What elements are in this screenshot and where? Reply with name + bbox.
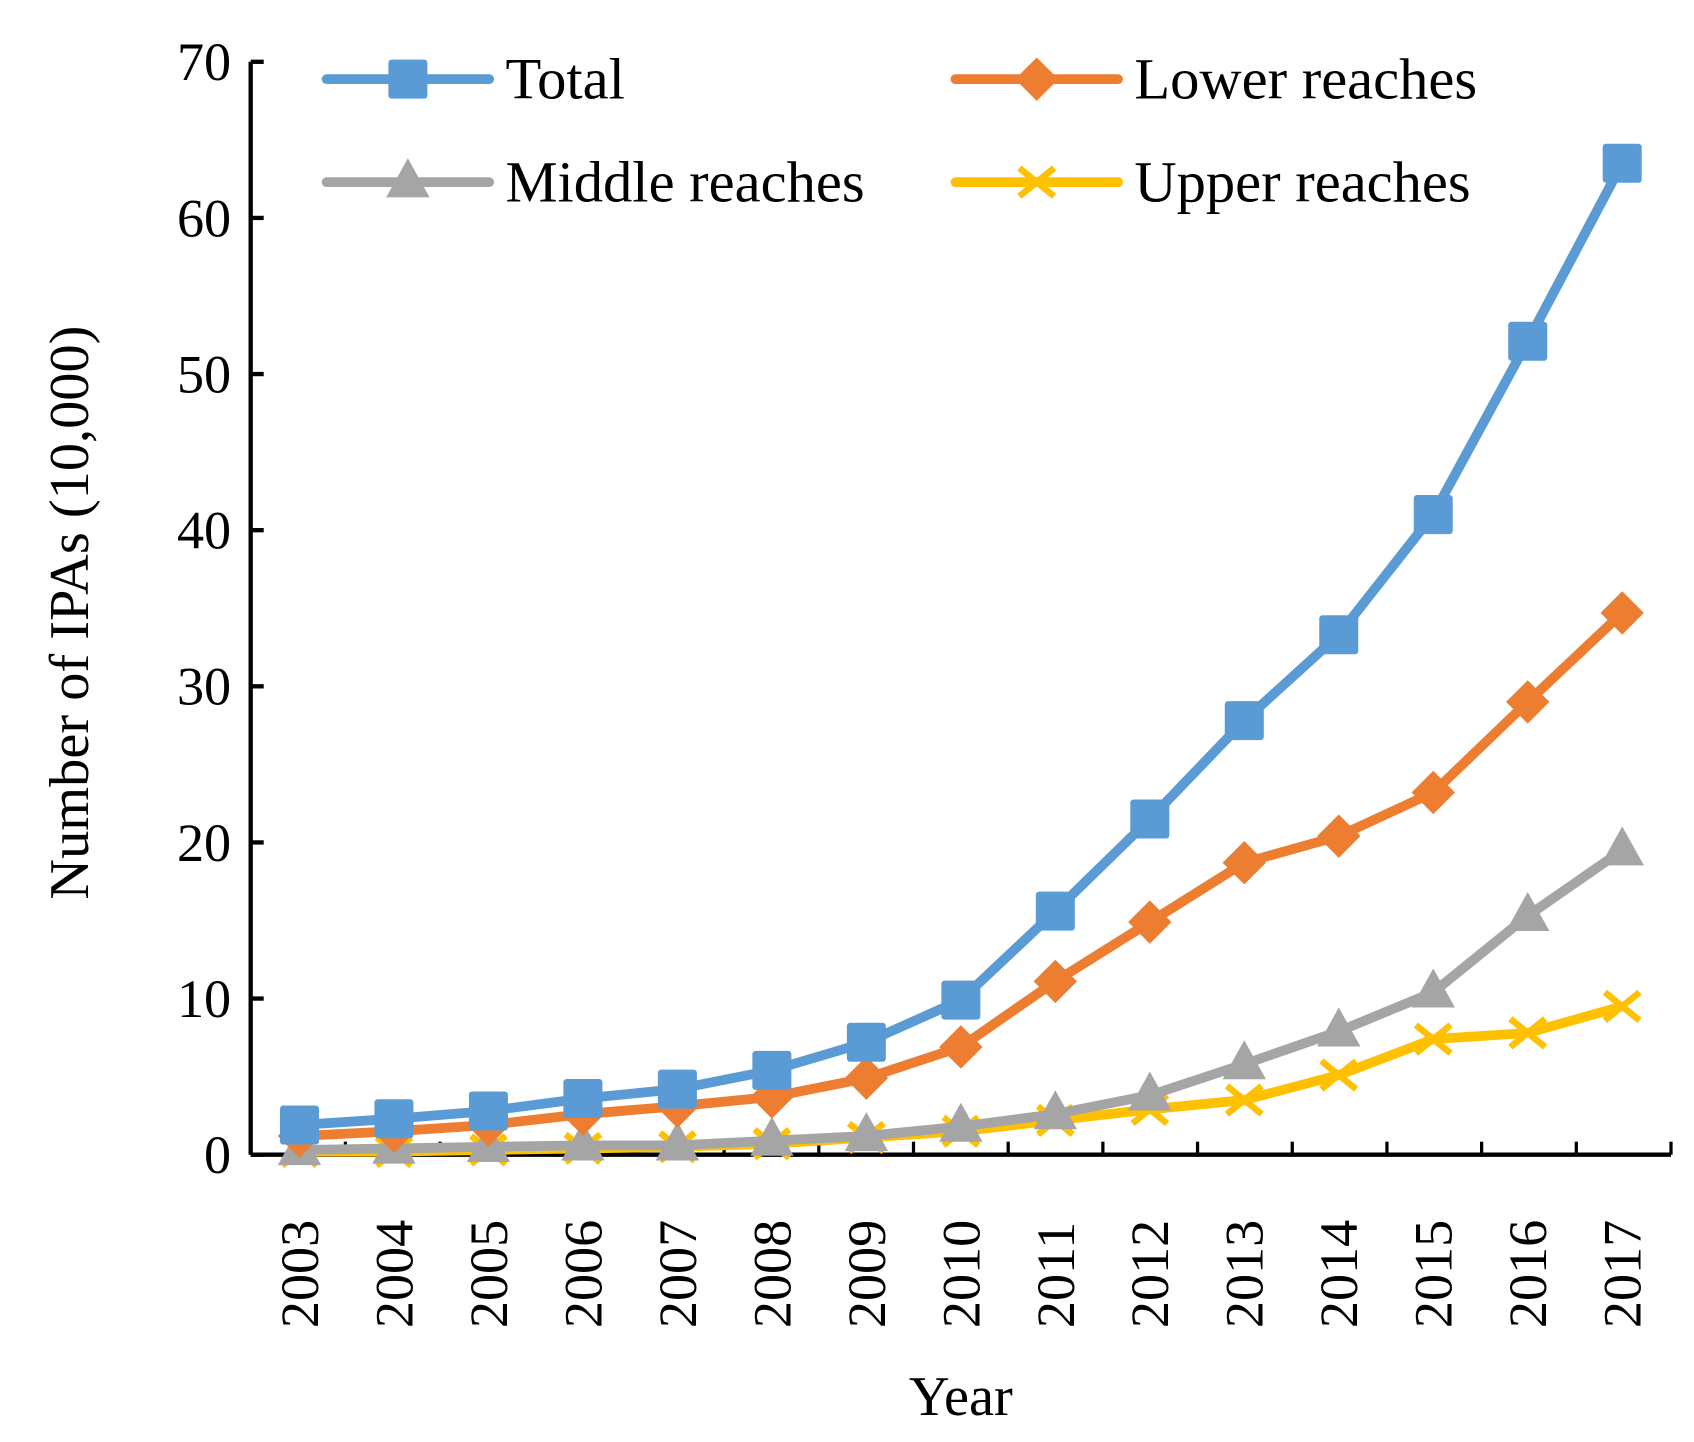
data-point-x [1413,1022,1453,1056]
data-point-square [388,59,428,99]
data-point-diamond [939,1025,983,1069]
data-point-x [1508,1016,1548,1050]
data-point-triangle [844,1112,889,1152]
x-tick-label: 2016 [1498,1220,1558,1328]
data-point-triangle [1033,1090,1078,1130]
x-tick-label: 2015 [1404,1220,1464,1328]
data-point-square [752,1050,792,1090]
data-point-triangle [939,1102,983,1142]
data-point-square [657,1069,697,1109]
x-tick-label: 2011 [1026,1222,1086,1328]
legend-item: Total [321,47,625,112]
y-tick-label: 20 [177,813,231,873]
y-tick-label: 0 [204,1125,231,1185]
series-layer [277,143,1644,1169]
data-point-square [374,1099,414,1139]
series-lower-reaches [277,591,1644,1158]
y-axis-title: Number of IPAs (10,000) [39,326,101,900]
data-point-square [1130,799,1170,839]
legend-label: Total [505,47,624,112]
y-tick-label: 60 [177,188,231,248]
x-tick-label: 2003 [270,1220,330,1328]
x-tick-label: 2006 [553,1220,613,1328]
x-tick-label: 2010 [931,1220,991,1328]
data-point-square [941,980,981,1020]
data-point-triangle [750,1116,794,1156]
y-tick-label: 40 [177,501,231,561]
legend-label: Lower reaches [1134,47,1477,112]
data-point-square [1413,495,1453,535]
data-point-triangle [1222,1040,1266,1080]
x-tick-label: 2014 [1309,1220,1369,1328]
x-tick-label: 2007 [648,1220,708,1328]
data-point-triangle [655,1121,700,1161]
y-tick-label: 30 [177,657,231,717]
x-tick-label: 2012 [1120,1220,1180,1328]
data-point-diamond [1317,814,1361,858]
data-point-triangle [1600,826,1644,866]
data-point-x [1319,1058,1359,1092]
legend-label: Upper reaches [1134,150,1470,215]
legend-item: Lower reaches [950,47,1477,112]
data-point-square [563,1078,603,1118]
data-point-triangle [1317,1007,1361,1047]
data-point-x [1017,165,1057,199]
data-point-square [1224,701,1264,741]
x-tick-label: 2009 [837,1220,897,1328]
x-tick-label: 2013 [1215,1220,1275,1328]
data-point-x [1602,989,1642,1023]
data-point-square [1319,615,1359,655]
y-tick-label: 50 [177,344,231,404]
data-point-triangle [1506,891,1550,931]
y-tick-label: 10 [177,969,231,1029]
data-point-x [1224,1083,1264,1117]
data-point-square [1035,891,1075,931]
data-point-square [279,1105,319,1145]
data-point-square [1602,143,1642,183]
x-tick-label: 2004 [364,1220,424,1328]
data-point-diamond [1015,57,1059,101]
data-point-square [1508,321,1548,361]
x-tick-label: 2008 [742,1220,802,1328]
data-point-triangle [1128,1071,1172,1111]
x-tick-label: 2017 [1593,1220,1653,1328]
data-point-square [846,1022,886,1062]
axes: 0 10 20 30 40 50 60 70 2003 2004 2005 2006 2007 2008 2… [177,32,1673,1328]
data-point-diamond [1128,900,1172,944]
legend-label: Middle reaches [505,150,864,215]
legend-item: Upper reaches [950,150,1471,215]
data-point-square [468,1091,508,1131]
x-axis-title: Year [909,1366,1013,1428]
legend: Total Lower reaches Middle reaches Upper re… [321,47,1477,215]
data-point-triangle [386,158,430,198]
y-tick-label: 70 [177,32,231,92]
legend-item: Middle reaches [321,150,865,215]
series-total [279,143,1642,1145]
data-point-diamond [844,1056,889,1100]
data-point-triangle [561,1121,605,1161]
data-point-diamond [1411,770,1455,815]
data-point-triangle [1411,968,1455,1008]
x-tick-label: 2005 [459,1220,519,1328]
